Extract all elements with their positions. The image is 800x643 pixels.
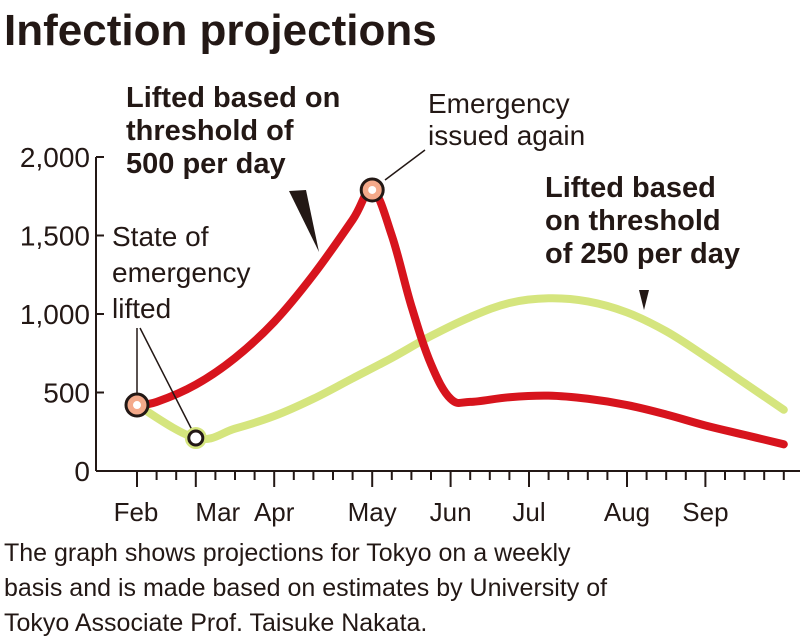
caption-line2: basis and is made based on estimates by … — [4, 574, 607, 602]
red-label-line2: threshold of — [126, 115, 294, 147]
caption-line3: Tokyo Associate Prof. Taisuke Nakata. — [4, 609, 427, 637]
issued-label-line1: Emergency — [428, 88, 570, 119]
issued-again-point-center — [368, 185, 377, 194]
caption-line1: The graph shows projections for Tokyo on… — [4, 539, 571, 567]
x-tick-label: Jul — [512, 497, 545, 527]
red-label-line1: Lifted based on — [126, 82, 340, 114]
y-tick-label: 1,000 — [20, 299, 90, 330]
series-line-500 — [133, 185, 788, 449]
series-line-250 — [133, 294, 788, 444]
green-label-line2: on threshold — [545, 205, 721, 237]
x-tick-label: Aug — [604, 497, 650, 527]
red-label-line3: 500 per day — [126, 148, 286, 180]
x-tick-label: May — [348, 497, 397, 527]
x-tick-label: Jun — [430, 497, 472, 527]
x-tick-label: Mar — [195, 497, 240, 527]
green-label-line1: Lifted based — [545, 172, 716, 204]
y-tick-label: 1,500 — [20, 221, 90, 252]
y-tick-label: 0 — [74, 456, 90, 487]
y-tick-label: 2,000 — [20, 142, 90, 173]
x-tick-label: Feb — [114, 497, 159, 527]
green-pointer — [639, 290, 649, 310]
lifted-label-line1: State of — [112, 221, 209, 252]
chart-title: Infection projections — [4, 6, 437, 55]
issued-label-line2: issued again — [428, 120, 585, 151]
lifted-point-500-center — [133, 401, 141, 410]
x-tick-label: Sep — [682, 497, 728, 527]
y-tick-label: 500 — [43, 378, 90, 409]
green-label-line3: of 250 per day — [545, 238, 740, 270]
lifted-point-250 — [187, 429, 205, 447]
lifted-label-line3: lifted — [112, 293, 171, 324]
lifted-label-line2: emergency — [112, 257, 251, 288]
red-pointer — [289, 190, 319, 252]
lifted-leader-2 — [139, 327, 193, 431]
issued-leader — [384, 149, 426, 181]
x-tick-label: Apr — [254, 497, 295, 527]
